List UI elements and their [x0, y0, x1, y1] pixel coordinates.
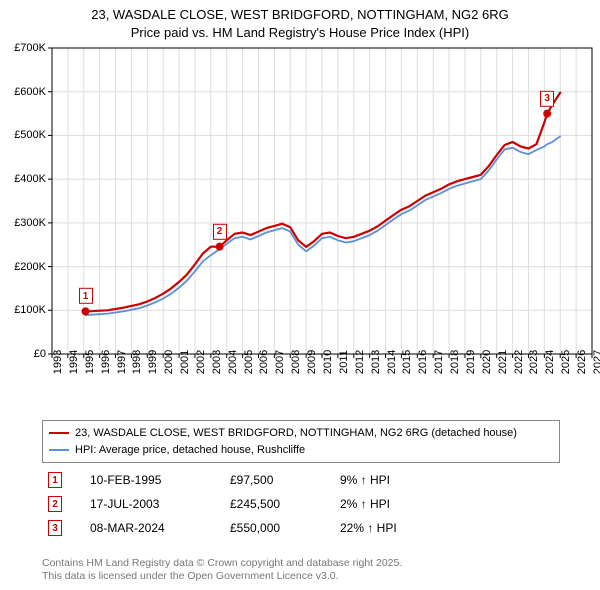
- legend-row: HPI: Average price, detached house, Rush…: [49, 442, 553, 459]
- xtick-label: 2014: [386, 350, 398, 374]
- legend-swatch: [49, 449, 69, 451]
- footer: Contains HM Land Registry data © Crown c…: [42, 557, 560, 584]
- xtick-label: 2025: [560, 350, 572, 374]
- sale-table: 1 10-FEB-1995£97,5009% ↑ HPI 2 17-JUL-2003£…: [42, 468, 560, 540]
- xtick-label: 2006: [258, 350, 270, 374]
- xtick-label: 2000: [163, 350, 175, 374]
- sale-delta: 2% ↑ HPI: [340, 497, 460, 511]
- sale-row: 1 10-FEB-1995£97,5009% ↑ HPI: [42, 468, 560, 492]
- sale-marker-box: 3: [48, 520, 62, 536]
- xtick-label: 2001: [179, 350, 191, 374]
- legend-label: 23, WASDALE CLOSE, WEST BRIDGFORD, NOTTI…: [75, 425, 517, 442]
- chart-area: £0 £100K £200K £300K £400K £500K £600K £700K 19…: [0, 44, 600, 414]
- xtick-label: 2005: [243, 350, 255, 374]
- sale-row: 2 17-JUL-2003£245,5002% ↑ HPI: [42, 492, 560, 516]
- chart-container: 23, WASDALE CLOSE, WEST BRIDGFORD, NOTTI…: [0, 0, 600, 590]
- xtick-label: 2019: [465, 350, 477, 374]
- xtick-label: 2008: [290, 350, 302, 374]
- xtick-label: 2027: [592, 350, 600, 374]
- sale-price: £550,000: [230, 521, 340, 535]
- sale-delta: 9% ↑ HPI: [340, 473, 460, 487]
- xtick-label: 1997: [116, 350, 128, 374]
- xtick-label: 2011: [338, 350, 350, 374]
- legend-row: 23, WASDALE CLOSE, WEST BRIDGFORD, NOTTI…: [49, 425, 553, 442]
- xtick-label: 2017: [433, 350, 445, 374]
- xtick-label: 2021: [497, 350, 509, 374]
- title-block: 23, WASDALE CLOSE, WEST BRIDGFORD, NOTTI…: [0, 0, 600, 41]
- xtick-label: 2013: [370, 350, 382, 374]
- xtick-label: 1993: [52, 350, 64, 374]
- legend-swatch: [49, 432, 69, 434]
- footer-line-1: Contains HM Land Registry data © Crown c…: [42, 557, 560, 571]
- xtick-label: 1994: [68, 350, 80, 374]
- sale-price: £245,500: [230, 497, 340, 511]
- ytick-label: £300K: [0, 217, 46, 229]
- sale-delta: 22% ↑ HPI: [340, 521, 460, 535]
- sale-row: 3 08-MAR-2024£550,00022% ↑ HPI: [42, 516, 560, 540]
- sale-date: 08-MAR-2024: [90, 521, 230, 535]
- xtick-label: 2010: [322, 350, 334, 374]
- sale-marker-cell: 1: [42, 472, 90, 488]
- xtick-label: 2012: [354, 350, 366, 374]
- xtick-label: 2023: [528, 350, 540, 374]
- xtick-label: 2009: [306, 350, 318, 374]
- xtick-label: 1998: [131, 350, 143, 374]
- sale-price: £97,500: [230, 473, 340, 487]
- sale-marker-cell: 3: [42, 520, 90, 536]
- xtick-label: 2007: [274, 350, 286, 374]
- sale-marker: 3: [540, 90, 554, 106]
- sale-marker-cell: 2: [42, 496, 90, 512]
- sale-marker-box: 1: [48, 472, 62, 488]
- footer-line-2: This data is licensed under the Open Gov…: [42, 570, 560, 584]
- sale-marker: 2: [213, 223, 227, 239]
- xtick-label: 2026: [576, 350, 588, 374]
- xtick-label: 2020: [481, 350, 493, 374]
- legend: 23, WASDALE CLOSE, WEST BRIDGFORD, NOTTI…: [42, 420, 560, 463]
- ytick-label: £400K: [0, 173, 46, 185]
- xtick-label: 2015: [401, 350, 413, 374]
- ytick-label: £600K: [0, 86, 46, 98]
- ytick-label: £100K: [0, 304, 46, 316]
- sale-marker-box: 2: [48, 496, 62, 512]
- sale-date: 10-FEB-1995: [90, 473, 230, 487]
- xtick-label: 2022: [513, 350, 525, 374]
- ytick-label: £200K: [0, 261, 46, 273]
- xtick-label: 2004: [227, 350, 239, 374]
- sale-date: 17-JUL-2003: [90, 497, 230, 511]
- ytick-label: £700K: [0, 42, 46, 54]
- xtick-label: 2018: [449, 350, 461, 374]
- title-line-2: Price paid vs. HM Land Registry's House …: [0, 24, 600, 42]
- ytick-label: £0: [0, 348, 46, 360]
- xtick-label: 1995: [84, 350, 96, 374]
- legend-label: HPI: Average price, detached house, Rush…: [75, 442, 305, 459]
- xtick-label: 1999: [147, 350, 159, 374]
- xtick-label: 2002: [195, 350, 207, 374]
- xtick-label: 2003: [211, 350, 223, 374]
- xtick-label: 2016: [417, 350, 429, 374]
- xtick-label: 1996: [100, 350, 112, 374]
- title-line-1: 23, WASDALE CLOSE, WEST BRIDGFORD, NOTTI…: [0, 6, 600, 24]
- xtick-label: 2024: [544, 350, 556, 374]
- sale-marker: 1: [79, 288, 93, 304]
- ytick-label: £500K: [0, 129, 46, 141]
